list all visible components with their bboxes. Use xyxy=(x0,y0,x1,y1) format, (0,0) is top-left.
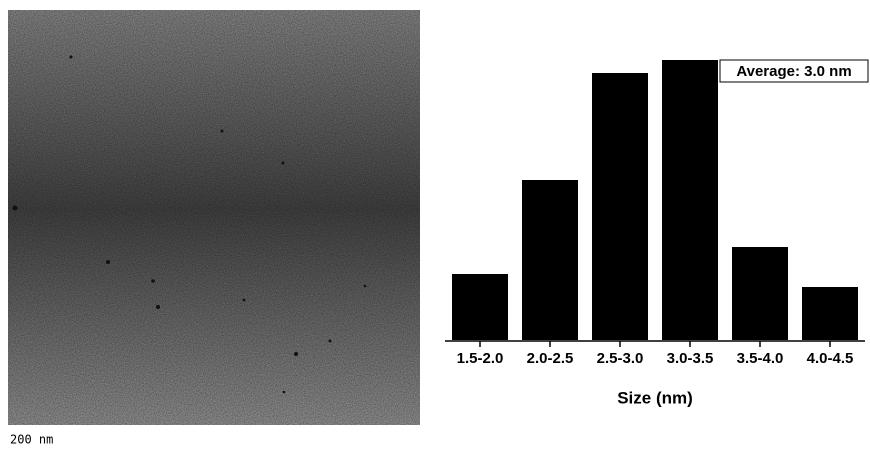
x-axis-title: Size (nm) xyxy=(617,388,693,407)
x-tick-label: 2.5-3.0 xyxy=(597,350,644,367)
annotation-box xyxy=(719,59,869,83)
bar xyxy=(522,180,578,340)
bar xyxy=(452,274,508,340)
scale-label: 200 nm xyxy=(10,433,53,447)
x-tick-label: 3.5-4.0 xyxy=(737,350,784,367)
x-tick-label: 1.5-2.0 xyxy=(457,350,504,367)
bar xyxy=(592,73,648,340)
bar xyxy=(662,60,718,340)
bar xyxy=(732,247,788,340)
bar xyxy=(802,287,858,340)
tem-image xyxy=(8,10,420,425)
x-tick-label: 4.0-4.5 xyxy=(807,350,854,367)
x-tick-label: 3.0-3.5 xyxy=(667,350,714,367)
annotation: Average: 3.0 nm xyxy=(736,63,851,80)
x-tick-label: 2.0-2.5 xyxy=(527,350,574,367)
